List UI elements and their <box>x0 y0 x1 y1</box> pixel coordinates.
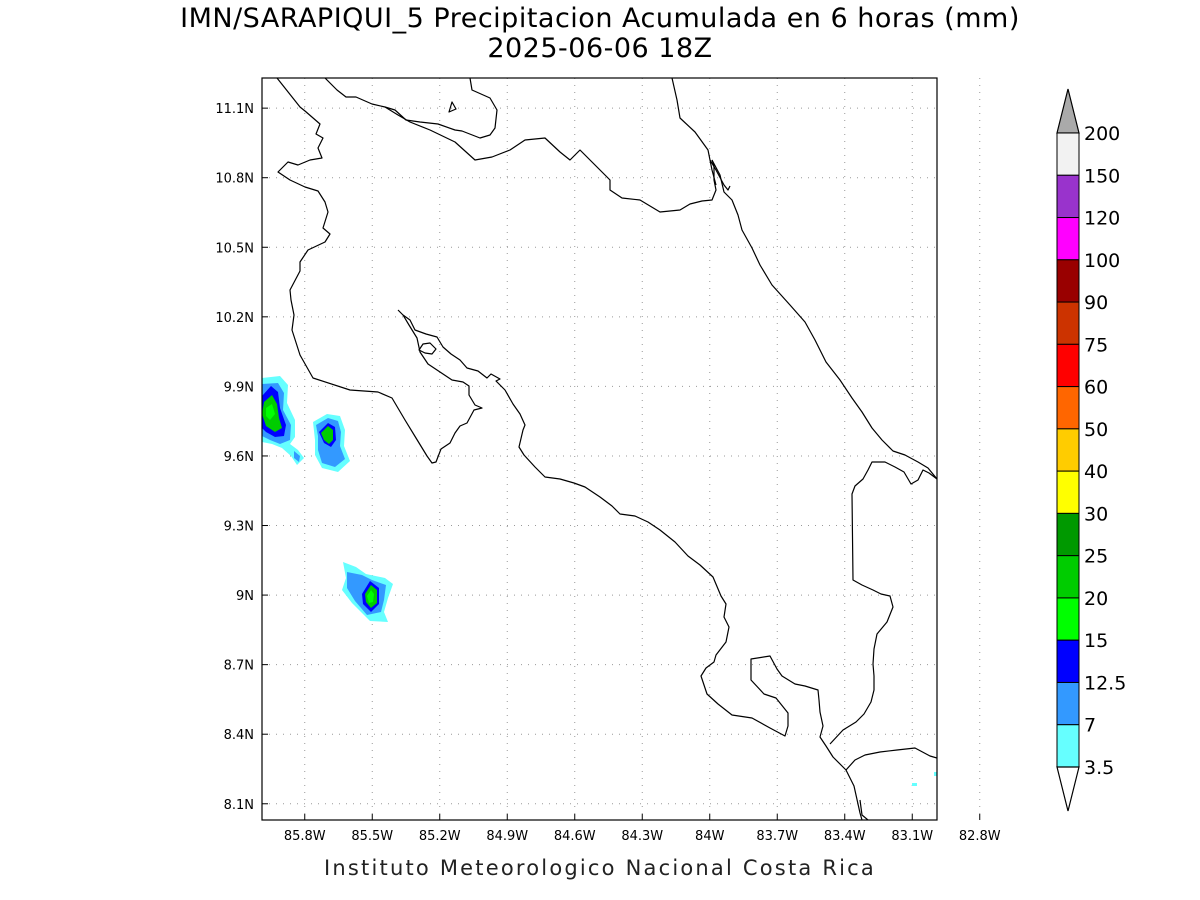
international-border <box>384 106 717 213</box>
lon-tick-label: 83.1W <box>891 829 933 844</box>
lat-tick-label: 8.4N <box>224 728 254 743</box>
map-grid <box>262 78 981 820</box>
colorbar-swatch <box>1056 428 1080 472</box>
precip-cell-nicoya-west <box>262 376 304 465</box>
colorbar-overflow-triangle <box>1056 88 1080 134</box>
lon-tick-label: 83.7W <box>756 829 798 844</box>
colorbar-swatch <box>1056 681 1080 726</box>
lon-tick-label: 84.9W <box>486 829 528 844</box>
lat-tick-label: 8.1N <box>224 798 254 813</box>
colorbar-level-label: 200 <box>1084 123 1120 145</box>
lon-tick-label: 82.8W <box>959 829 1001 844</box>
plot-frame <box>261 77 938 821</box>
lat-tick-label: 9.3N <box>224 520 254 535</box>
colorbar-swatch <box>1056 639 1080 683</box>
chart-title: IMN/SARAPIQUI_5 Precipitacion Acumulada … <box>180 3 1020 34</box>
lat-tick-label: 11.1N <box>215 102 254 117</box>
colorbar-swatch <box>1056 386 1080 430</box>
colorbar-level-label: 3.5 <box>1084 757 1114 779</box>
colorbar-level-label: 30 <box>1084 503 1108 525</box>
colorbar-level-label: 7 <box>1084 715 1096 737</box>
colorbar-level-label: 100 <box>1084 250 1120 272</box>
precip-cell-south <box>342 562 393 622</box>
chart-subtitle-datetime: 2025-06-06 18Z <box>487 33 713 64</box>
colorbar-swatch <box>1056 174 1080 219</box>
colorbar-swatch <box>1056 343 1080 388</box>
latitude-tick-labels: 11.1N 10.8N 10.5N 10.2N 9.9N 9.6N 9.3N 9N 8.7N 8.… <box>215 102 254 813</box>
colorbar-swatch <box>1056 470 1080 514</box>
colorbar-level-label: 90 <box>1084 292 1108 314</box>
lon-tick-label: 85.8W <box>284 829 326 844</box>
colorbar-swatch <box>1056 217 1080 261</box>
colorbar-level-label: 40 <box>1084 461 1108 483</box>
colorbar-level-label: 50 <box>1084 419 1108 441</box>
lat-tick-label: 9.6N <box>224 450 254 465</box>
colorbar-swatch <box>1056 132 1080 176</box>
colorbar-level-label: 75 <box>1084 334 1108 356</box>
precip-cell-nicoya-mid <box>313 414 350 472</box>
lon-tick-label: 83.4W <box>824 829 866 844</box>
lon-tick-label: 85.2W <box>419 829 461 844</box>
colorbar-underflow-triangle <box>1056 766 1080 812</box>
lon-tick-label: 85.5W <box>351 829 393 844</box>
colorbar-swatch <box>1056 555 1080 599</box>
colorbar-swatch <box>1056 259 1080 303</box>
colorbar-level-label: 60 <box>1084 377 1108 399</box>
colorbar-swatch <box>1056 597 1080 641</box>
colorbar-swatch <box>1056 301 1080 345</box>
colorbar-level-label: 120 <box>1084 208 1120 230</box>
footer-attribution: Instituto Meteorologico Nacional Costa R… <box>324 856 876 880</box>
lat-tick-label: 10.8N <box>215 172 254 187</box>
lat-tick-label: 10.2N <box>215 311 254 326</box>
lat-tick-label: 10.5N <box>215 241 254 256</box>
colorbar-legend: 3.5 7 12.5 15 20 25 30 40 50 60 75 90 100 120 150 200 <box>1056 88 1126 812</box>
colorbar-level-label: 150 <box>1084 165 1120 187</box>
lat-tick-label: 8.7N <box>224 659 254 674</box>
lon-tick-label: 84W <box>695 829 725 844</box>
colorbar-level-label: 20 <box>1084 588 1108 610</box>
colorbar-level-label: 25 <box>1084 546 1108 568</box>
precip-cell-southeast-specks <box>912 772 937 786</box>
colorbar-level-label: 12.5 <box>1084 672 1126 694</box>
lat-tick-label: 9.9N <box>224 380 254 395</box>
lon-tick-label: 84.6W <box>554 829 596 844</box>
colorbar-swatch <box>1056 724 1080 768</box>
lon-tick-label: 84.3W <box>621 829 663 844</box>
longitude-tick-labels: 85.8W 85.5W 85.2W 84.9W 84.6W 84.3W 84W 83.7W 83… <box>284 829 1001 844</box>
lat-tick-label: 9N <box>236 589 254 604</box>
colorbar-swatch <box>1056 512 1080 557</box>
coastline <box>276 78 937 820</box>
colorbar-level-label: 15 <box>1084 630 1108 652</box>
